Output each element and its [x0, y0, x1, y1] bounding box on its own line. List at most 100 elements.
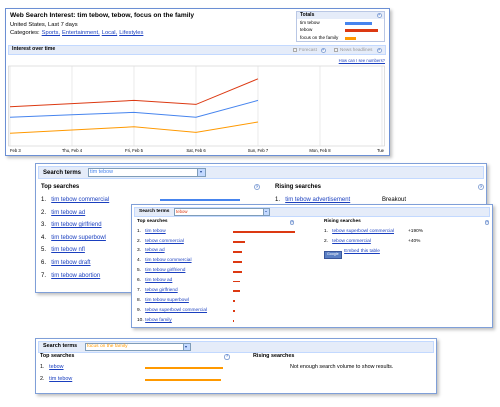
top-search-term[interactable]: tebow family	[145, 317, 172, 323]
rank: 2.	[41, 209, 47, 216]
volume-bar	[233, 231, 295, 233]
totals-term: tebow	[300, 27, 313, 33]
top-search-term[interactable]: tim tebow ad	[51, 209, 86, 216]
categories-label: Categories:	[10, 30, 40, 37]
help-icon[interactable]: ?	[376, 47, 382, 53]
rising-search-term[interactable]: tim tebow advertisement	[285, 197, 351, 203]
x-tick-label: Mon, Feb 8	[309, 148, 331, 153]
selected-term: focus on the family	[87, 343, 128, 349]
rank: 7.	[41, 272, 47, 279]
totals-box	[296, 11, 385, 42]
category-link[interactable]: Local,	[101, 30, 118, 37]
selected-term: tim tebow	[90, 168, 114, 175]
top-search-term[interactable]: tim tebow abortion	[51, 272, 101, 279]
volume-bar	[233, 240, 246, 243]
rank: 1.	[324, 228, 329, 234]
top-search-term[interactable]: tim tebow commercial	[51, 197, 110, 203]
top-search-term[interactable]: tebow commercial	[145, 238, 184, 244]
help-icon[interactable]: ?	[376, 13, 382, 18]
help-icon[interactable]: ?	[254, 184, 260, 190]
rank: 6.	[137, 278, 142, 284]
dropdown-arrow	[264, 211, 267, 213]
top-search-term[interactable]: tim tebow commercial	[145, 258, 192, 264]
top-search-term[interactable]: tebow superbowl commercial	[145, 307, 208, 313]
help-icon[interactable]: ?	[320, 47, 326, 53]
plot-area	[8, 65, 385, 147]
totals-bar	[345, 36, 356, 40]
rank: 1.	[41, 197, 47, 203]
help-icon[interactable]: ?	[224, 354, 230, 360]
x-tick-label: Thu, Feb 4	[62, 148, 83, 153]
top-search-term[interactable]: tim tebow superbowl	[145, 297, 189, 303]
top-search-term[interactable]: tim tebow girlfriend	[51, 222, 102, 229]
top-searches-title: Top searches	[40, 353, 75, 360]
rank: 1.	[275, 197, 281, 203]
search-terms-label: Search terms	[43, 169, 82, 176]
top-search-term[interactable]: tim tebow	[145, 228, 166, 234]
no-results-note: Not enough search volume to show results…	[290, 364, 394, 371]
volume-bar	[145, 366, 223, 370]
top-search-term[interactable]: tim tebow superbowl	[51, 234, 106, 241]
top-search-term[interactable]: tim tebow	[49, 376, 73, 383]
volume-bar	[233, 260, 242, 263]
rank: 4.	[41, 234, 47, 241]
rising-change: +40%	[408, 238, 421, 244]
rising-change: Breakout	[382, 197, 407, 203]
totals-title: Totals	[300, 12, 315, 18]
help-icon[interactable]: ?	[289, 220, 295, 225]
top-search-term[interactable]: tebow	[49, 364, 64, 371]
category-link[interactable]: Sports,	[41, 30, 61, 37]
help-icon[interactable]: ?	[484, 220, 490, 225]
volume-bar	[233, 270, 242, 273]
term-dropdown[interactable]	[174, 208, 270, 216]
series-line	[9, 121, 259, 134]
rank: 2.	[137, 238, 142, 244]
rank: 4.	[137, 258, 142, 264]
top-search-term[interactable]: tebow girlfriend	[145, 288, 178, 293]
help-icon[interactable]: ?	[478, 184, 484, 190]
top-search-term[interactable]: tebow ad	[145, 248, 165, 254]
search-terms-label: Search terms	[43, 343, 78, 350]
x-tick-label: Fri, Feb 5	[125, 148, 144, 153]
volume-bar	[160, 198, 240, 202]
embed-link[interactable]: Embed this table	[344, 249, 380, 255]
top-search-term[interactable]: tim tebow ad	[145, 278, 173, 284]
interest-title: Interest over time	[12, 46, 56, 53]
series-line	[9, 99, 259, 118]
top-searches-title: Top searches	[137, 219, 168, 225]
rising-search-term[interactable]: tebow superbowl commercial	[332, 228, 395, 234]
numbers-link[interactable]: How can I see numbers?	[338, 57, 385, 63]
series-line	[9, 78, 259, 108]
rank: 2.	[324, 238, 329, 244]
category-link[interactable]: Entertainment,	[62, 30, 100, 37]
interest-header	[8, 45, 386, 55]
totals-term: focus on the family	[300, 34, 339, 40]
dropdown-arrow	[185, 345, 188, 348]
volume-bar	[233, 310, 235, 313]
rising-search-term[interactable]: tebow commercial	[332, 238, 371, 244]
top-search-term[interactable]: tim tebow girlfriend	[145, 268, 186, 274]
totals-bar	[345, 29, 378, 32]
volume-bar	[145, 378, 221, 382]
top-search-term[interactable]: tim tebow nfl	[51, 247, 85, 254]
top-searches-title: Top searches	[41, 184, 80, 190]
category-link[interactable]: Lifestyles	[119, 30, 144, 37]
rising-searches-title: Rising searches	[275, 184, 322, 190]
rank: 3.	[41, 222, 47, 229]
google-badge: Google	[324, 251, 342, 259]
region: United States, Last 7 days	[10, 21, 78, 28]
volume-bar	[233, 320, 235, 323]
rank: 6.	[41, 260, 47, 266]
volume-bar	[233, 280, 241, 283]
rank: 1.	[137, 228, 142, 234]
top-search-term[interactable]: tim tebow draft	[51, 260, 91, 266]
totals-bar	[345, 21, 373, 25]
line-chart: Feb 3 Thu, Feb 4 Fri, Feb 5 Sat, Feb 6 Sun, …	[8, 65, 385, 153]
panel	[131, 204, 493, 328]
volume-bar	[233, 290, 241, 293]
rank: 9.	[137, 307, 142, 313]
totals-term: tim tebow	[300, 19, 320, 25]
rising-searches-title: Rising searches	[253, 353, 295, 360]
x-tick-label: Tue	[377, 148, 385, 153]
